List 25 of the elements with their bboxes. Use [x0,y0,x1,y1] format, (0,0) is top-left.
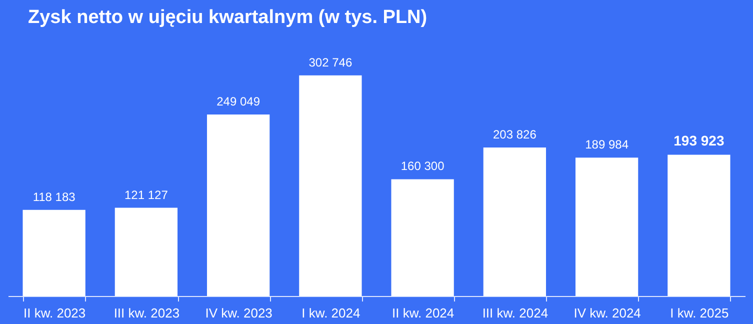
data-label: 302 746 [308,55,352,70]
bar [391,179,454,296]
data-label: 193 923 [674,132,724,149]
data-label: 203 826 [492,128,537,142]
bar [668,154,730,296]
data-label: 121 127 [124,188,168,202]
data-label: 160 300 [400,159,445,174]
data-label: 118 183 [32,190,76,204]
x-tick-label: I kw. 2024 [302,306,360,320]
bar [483,148,546,296]
x-tick-label: III kw. 2024 [482,306,548,320]
bar [299,75,362,296]
data-label: 189 984 [585,138,629,152]
x-tick-label: I kw. 2025 [670,306,729,320]
bar [114,208,178,296]
x-tick-label: II kw. 2023 [23,306,86,320]
x-tick-label: III kw. 2023 [114,306,180,320]
bar [22,210,86,296]
bar [206,114,270,296]
data-label: 249 049 [216,94,260,109]
bar [575,158,638,296]
x-tick-label: IV kw. 2024 [574,306,641,320]
x-tick-label: II kw. 2024 [392,306,454,320]
chart-title: Zysk netto w ujęciu kwartalnym (w tys. PLN) [28,7,428,28]
x-tick-label: IV kw. 2023 [205,306,272,320]
